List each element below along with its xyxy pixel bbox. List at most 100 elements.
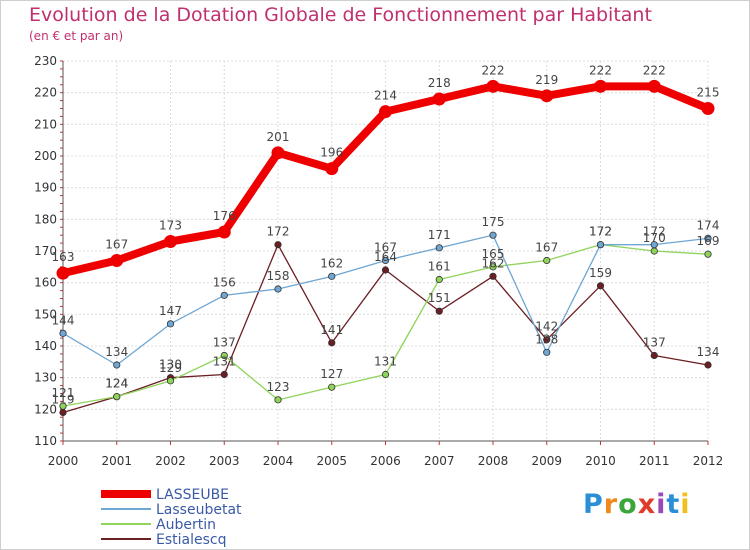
y-tick-label: 190 (34, 181, 57, 195)
data-point-lasseubetat (596, 241, 605, 249)
data-label-lasseubetat: 162 (320, 256, 343, 270)
y-tick-label: 210 (34, 117, 57, 131)
data-point-lasseube (432, 92, 446, 106)
x-tick-label: 2012 (693, 454, 724, 468)
chart-subtitle: (en € et par an) (29, 29, 124, 43)
data-point-lasseube (647, 79, 661, 93)
data-label-lasseube: 222 (643, 63, 666, 77)
data-point-lasseube (164, 235, 177, 248)
data-point-aubertin (435, 275, 443, 284)
data-point-lasseubetat (435, 244, 443, 252)
data-label-lasseube: 222 (482, 63, 505, 77)
data-point-lasseube (701, 102, 715, 115)
data-label-lasseubetat: 156 (213, 275, 236, 289)
data-point-lasseubetat (543, 348, 551, 356)
data-label-aubertin: 131 (374, 355, 397, 369)
data-point-lasseubetat (381, 256, 390, 265)
data-label-lasseube: 176 (213, 209, 236, 223)
data-point-estialescq (328, 339, 336, 347)
data-label-lasseubetat: 144 (52, 313, 75, 327)
legend-label-lasseube: LASSEUBE (156, 487, 229, 503)
legend-label-lasseubetat: Lasseubetat (156, 502, 242, 518)
data-label-lasseube: 218 (428, 76, 451, 90)
x-tick-label: 2003 (209, 454, 240, 468)
y-tick-label: 200 (34, 149, 57, 163)
logo-letter: P (583, 489, 604, 520)
data-point-lasseubetat (704, 234, 712, 242)
x-tick-label: 2002 (155, 454, 186, 468)
x-tick-label: 2011 (639, 454, 670, 468)
data-point-estialescq (489, 272, 497, 280)
data-label-lasseube: 163 (52, 250, 75, 264)
data-label-aubertin: 123 (267, 380, 290, 394)
data-point-aubertin (113, 393, 121, 401)
y-tick-label: 140 (34, 339, 57, 353)
data-point-estialescq (381, 266, 390, 274)
x-tick-label: 2005 (316, 454, 347, 468)
data-label-aubertin: 165 (482, 247, 505, 261)
x-tick-label: 2001 (101, 454, 132, 468)
data-label-aubertin: 137 (213, 336, 236, 350)
data-point-lasseubetat (166, 320, 175, 328)
data-point-estialescq (543, 336, 551, 344)
x-tick-label: 2010 (585, 454, 616, 468)
data-label-estialescq: 124 (105, 377, 128, 391)
data-label-lasseube: 222 (589, 63, 612, 77)
data-point-lasseube (110, 254, 124, 267)
x-tick-label: 2009 (531, 454, 562, 468)
data-label-aubertin: 129 (159, 361, 182, 375)
data-point-estialescq (220, 370, 228, 379)
logo-letter: i (656, 489, 667, 520)
legend-label-estialescq: Estialescq (156, 532, 226, 548)
logo-letter: x (637, 489, 657, 520)
data-label-lasseube: 215 (697, 86, 720, 100)
logo-letter: r (603, 489, 619, 520)
data-point-lasseubetat (113, 361, 121, 369)
data-label-estialescq: 119 (52, 393, 75, 407)
data-label-layer: 119 124 130 131 172 141 164 151 162 142 159 137 134 1… (52, 63, 720, 406)
data-point-aubertin (381, 370, 390, 379)
data-label-estialescq: 172 (267, 225, 290, 239)
data-point-lasseube (325, 162, 339, 176)
y-tick-label: 170 (34, 244, 57, 258)
data-point-aubertin (274, 396, 282, 404)
data-label-lasseubetat: 171 (428, 228, 451, 242)
data-label-aubertin: 172 (589, 225, 612, 239)
y-tick-label: 130 (34, 371, 57, 385)
data-point-estialescq (59, 408, 67, 417)
x-tick-label: 2006 (370, 454, 401, 468)
data-label-estialescq: 164 (374, 250, 397, 264)
y-tick-label: 180 (34, 212, 57, 226)
x-tick-label: 2004 (263, 454, 294, 468)
data-label-aubertin: 127 (320, 367, 343, 381)
series-layer (56, 79, 715, 417)
data-point-estialescq (435, 307, 443, 315)
axis-layer: 110 120 130 140 150 160 170 180 190 200 210 220 230 2… (34, 54, 723, 468)
data-label-lasseubetat: 147 (159, 304, 182, 318)
data-point-lasseube (271, 146, 285, 160)
proxiti-logo: Proxiti (583, 489, 691, 520)
data-label-estialescq: 142 (535, 320, 558, 334)
data-point-lasseubetat (328, 272, 336, 280)
data-point-estialescq (650, 351, 658, 360)
chart-title: Evolution de la Dotation Globale de Fonc… (29, 4, 652, 26)
logo-letter: i (680, 489, 691, 520)
data-label-lasseubetat: 134 (105, 345, 128, 359)
data-label-aubertin: 161 (428, 260, 451, 274)
data-point-lasseube (56, 266, 70, 280)
data-point-aubertin (59, 402, 67, 410)
data-label-estialescq: 134 (697, 345, 720, 359)
y-tick-label: 110 (34, 434, 57, 448)
data-point-lasseube (486, 79, 500, 93)
data-point-lasseubetat (220, 291, 228, 299)
data-label-estialescq: 162 (482, 256, 505, 270)
data-point-estialescq (274, 241, 282, 249)
x-tick-label: 2000 (48, 454, 79, 468)
y-tick-label: 150 (34, 307, 57, 321)
data-label-aubertin: 167 (535, 241, 558, 255)
logo-letter: t (666, 489, 681, 520)
data-label-lasseubetat: 174 (697, 218, 720, 232)
